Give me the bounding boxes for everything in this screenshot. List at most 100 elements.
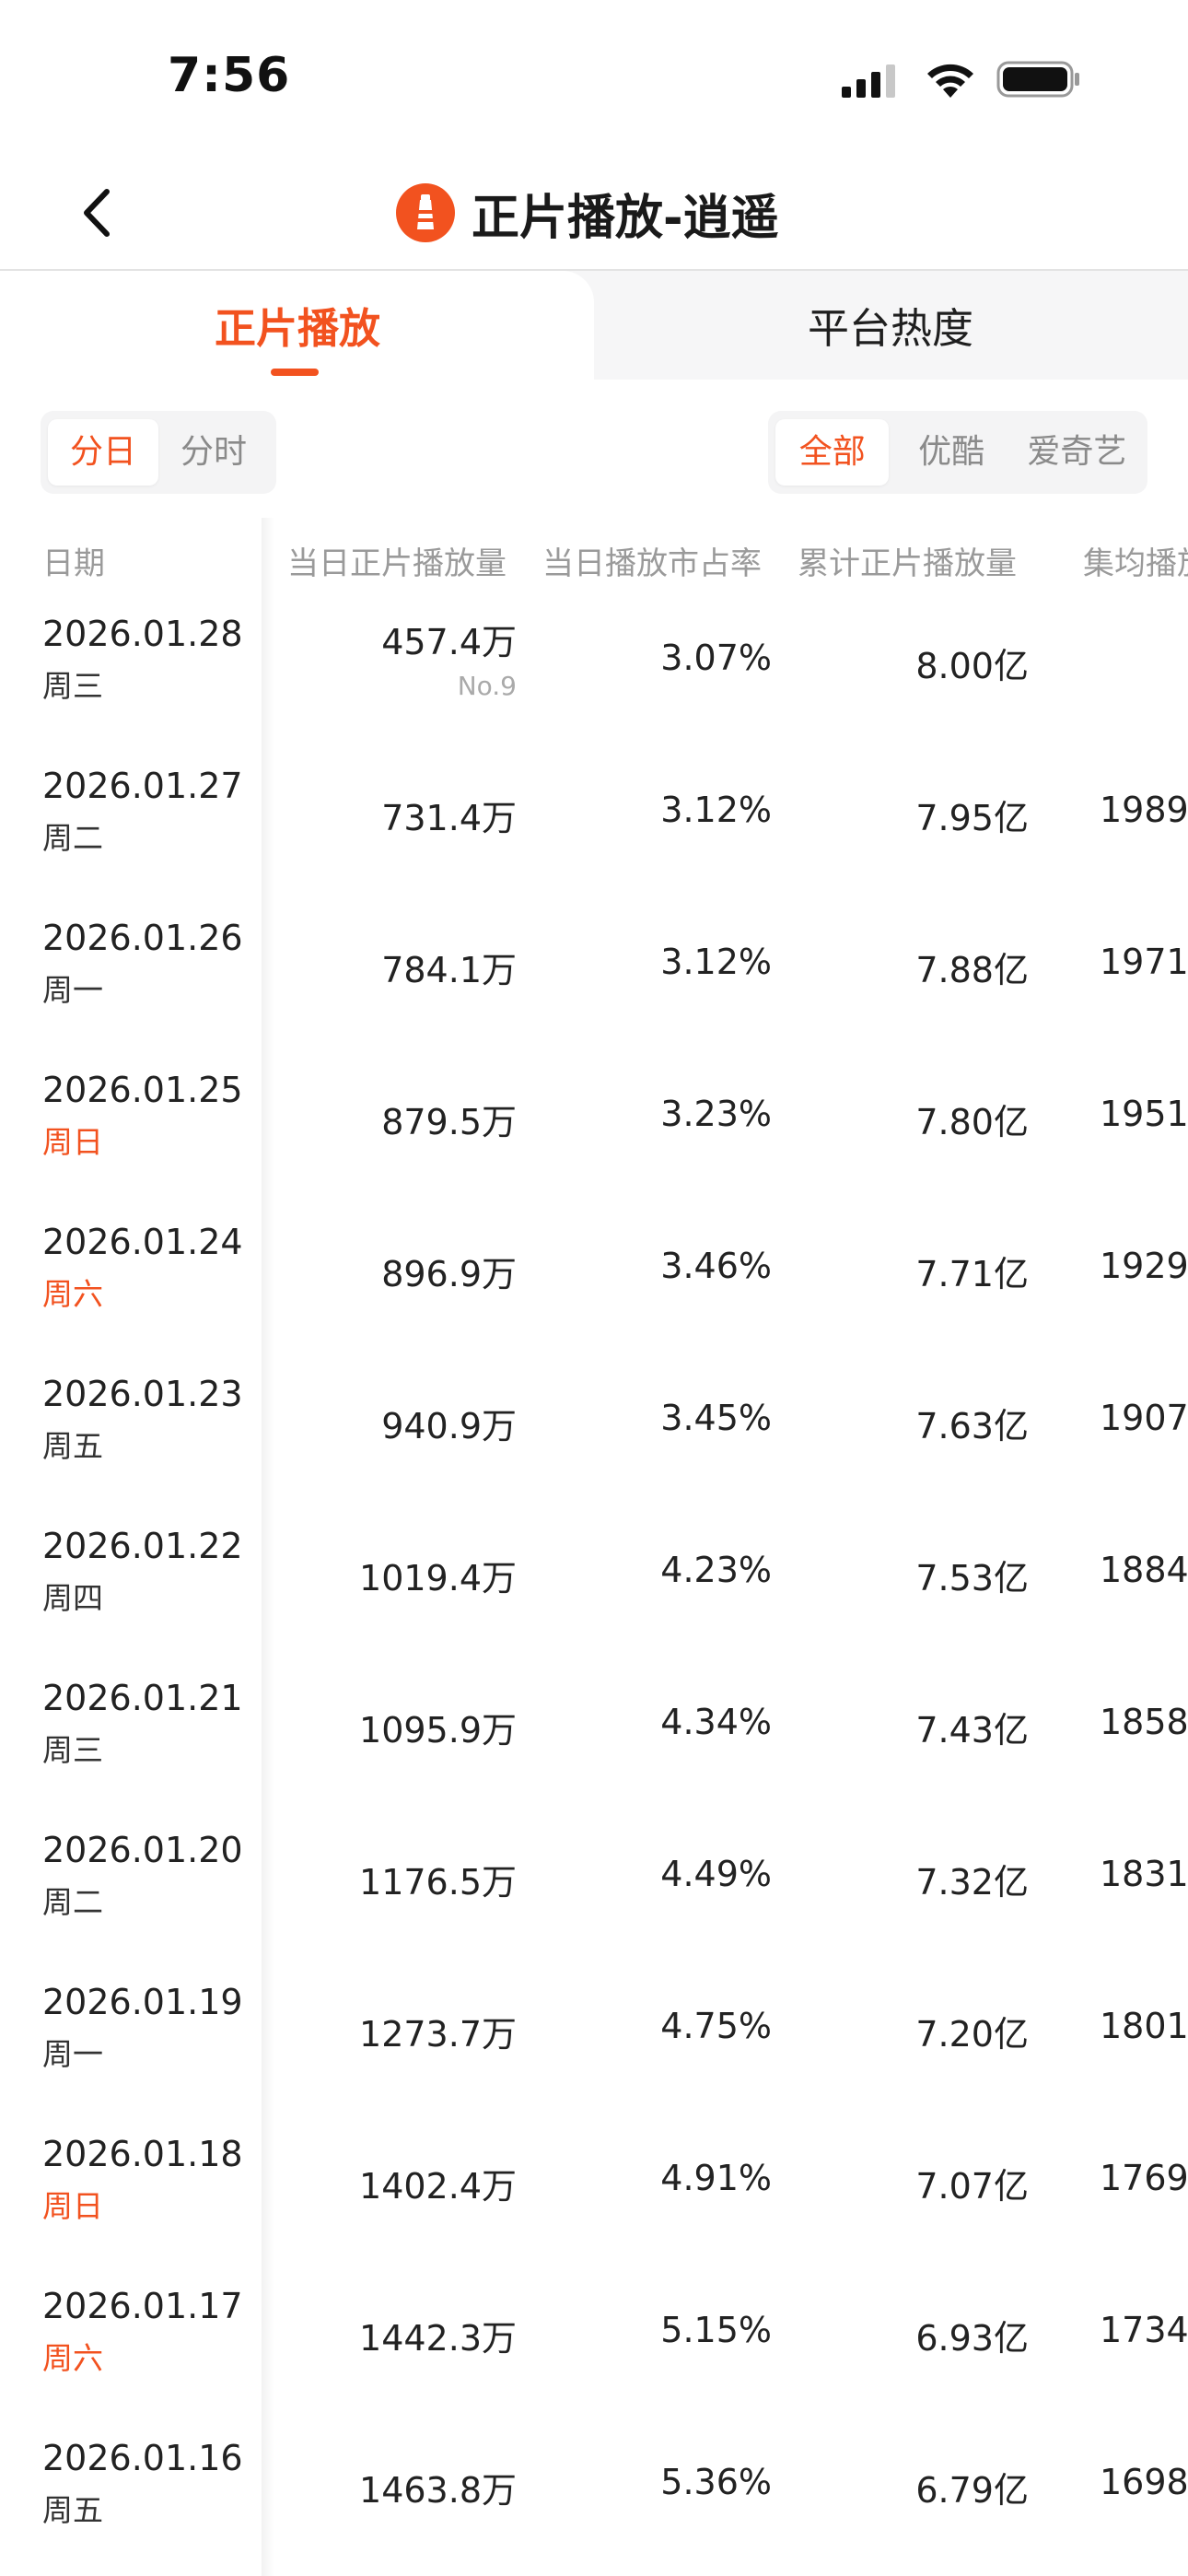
row-total-plays: 6.79亿 <box>915 2470 1029 2511</box>
filter-platform-all[interactable]: 全部 <box>775 419 890 486</box>
column-header-episode-average[interactable]: 集均播放 <box>1083 545 1188 582</box>
filter-by-hour[interactable]: 分时 <box>180 433 247 471</box>
row-market-share: 5.36% <box>660 2462 772 2502</box>
row-total-plays: 7.20亿 <box>915 2014 1029 2055</box>
row-date: 2026.01.25 <box>42 1070 243 1110</box>
row-total-plays: 6.93亿 <box>915 2318 1029 2359</box>
row-daily-plays: 1176.5万 <box>359 1862 517 1903</box>
table-row[interactable]: 2026.01.22 周四 1019.4万 4.23% 7.53亿 1884. <box>0 1516 1188 1669</box>
row-total-plays: 7.32亿 <box>915 1862 1029 1903</box>
row-total-plays: 7.53亿 <box>915 1558 1029 1598</box>
table-row[interactable]: 2026.01.18 周日 1402.4万 4.91% 7.07亿 1769. <box>0 2125 1188 2277</box>
chevron-left-icon[interactable] <box>74 182 125 243</box>
row-daily-plays: 731.4万 <box>381 798 517 838</box>
table-row[interactable]: 2026.01.24 周六 896.9万 3.46% 7.71亿 1929. <box>0 1212 1188 1364</box>
row-total-plays: 7.71亿 <box>915 1254 1029 1294</box>
fixed-column-shadow <box>262 518 274 2576</box>
filter-platform-iqiyi[interactable]: 爱奇艺 <box>1027 433 1127 471</box>
row-weekday: 周二 <box>42 1884 103 1920</box>
platform-filter-toggle: 全部 优酷 爱奇艺 <box>768 411 1147 494</box>
row-weekday: 周一 <box>42 972 103 1008</box>
row-episode-average: 1734. <box>1100 2310 1188 2350</box>
row-weekday: 周五 <box>42 1428 103 1464</box>
column-header-total-plays[interactable]: 累计正片播放量 <box>798 545 1017 582</box>
table-row[interactable]: 2026.01.23 周五 940.9万 3.45% 7.63亿 1907. <box>0 1364 1188 1516</box>
row-date: 2026.01.21 <box>42 1678 243 1718</box>
column-header-date: 日期 <box>42 545 105 582</box>
row-daily-plays: 1442.3万 <box>359 2318 517 2359</box>
row-total-plays: 8.00亿 <box>915 646 1029 686</box>
row-date: 2026.01.27 <box>42 766 243 806</box>
row-date: 2026.01.17 <box>42 2286 243 2326</box>
row-market-share: 4.23% <box>660 1550 772 1590</box>
row-episode-average: 1971. <box>1100 942 1188 982</box>
row-daily-plays: 1019.4万 <box>359 1558 517 1598</box>
row-daily-plays: 784.1万 <box>381 950 517 990</box>
status-bar: 7:56 <box>0 0 1188 157</box>
row-weekday: 周一 <box>42 2036 103 2072</box>
row-rank-badge: No.9 <box>457 671 517 701</box>
row-market-share: 3.23% <box>660 1094 772 1134</box>
row-date: 2026.01.24 <box>42 1222 243 1262</box>
row-daily-plays: 1402.4万 <box>359 2166 517 2207</box>
row-episode-average: 1989. <box>1100 790 1188 830</box>
wifi-icon <box>927 64 973 98</box>
lighthouse-logo-icon <box>396 183 455 242</box>
row-total-plays: 7.43亿 <box>915 1710 1029 1751</box>
row-daily-plays: 1095.9万 <box>359 1710 517 1751</box>
row-total-plays: 7.95亿 <box>915 798 1029 838</box>
column-header-daily-plays[interactable]: 当日正片播放量 <box>287 545 507 582</box>
row-weekday: 周六 <box>42 1276 103 1312</box>
row-weekday: 周二 <box>42 820 103 856</box>
time-granularity-toggle: 分日 分时 <box>41 411 276 494</box>
table-row[interactable]: 2026.01.20 周二 1176.5万 4.49% 7.32亿 1831. <box>0 1821 1188 1973</box>
tab-platform-heat[interactable]: 平台热度 <box>808 304 974 353</box>
row-total-plays: 7.63亿 <box>915 1406 1029 1446</box>
tab-main-play[interactable]: 正片播放 <box>215 304 381 353</box>
row-market-share: 4.91% <box>660 2158 772 2198</box>
row-market-share: 4.34% <box>660 1702 772 1742</box>
row-episode-average: 1858. <box>1100 1702 1188 1742</box>
table-row[interactable]: 2026.01.21 周三 1095.9万 4.34% 7.43亿 1858. <box>0 1669 1188 1821</box>
table-row[interactable]: 2026.01.19 周一 1273.7万 4.75% 7.20亿 1801. <box>0 1973 1188 2125</box>
row-total-plays: 7.07亿 <box>915 2166 1029 2207</box>
column-header-market-share[interactable]: 当日播放市占率 <box>542 545 762 582</box>
row-weekday: 周日 <box>42 2188 103 2224</box>
table-row[interactable]: 2026.01.17 周六 1442.3万 5.15% 6.93亿 1734. <box>0 2277 1188 2429</box>
row-market-share: 3.12% <box>660 942 772 982</box>
row-date: 2026.01.20 <box>42 1830 243 1870</box>
tab-bar: 正片播放 平台热度 <box>0 271 1188 380</box>
table-row[interactable]: 2026.01.26 周一 784.1万 3.12% 7.88亿 1971. <box>0 908 1188 1060</box>
row-total-plays: 7.80亿 <box>915 1102 1029 1142</box>
page-title: 正片播放-逍遥 <box>472 190 779 246</box>
row-daily-plays: 896.9万 <box>381 1254 517 1294</box>
table-row[interactable]: 2026.01.28 周三 457.4万 3.07% 8.00亿 No.9 <box>0 604 1188 756</box>
row-market-share: 5.15% <box>660 2310 772 2350</box>
row-episode-average: 1769. <box>1100 2158 1188 2198</box>
row-episode-average: 1698. <box>1100 2462 1188 2502</box>
table-row[interactable]: 2026.01.16 周五 1463.8万 5.36% 6.79亿 1698. <box>0 2429 1188 2576</box>
row-date: 2026.01.19 <box>42 1982 243 2022</box>
daily-play-table[interactable]: 日期 当日正片播放量 当日播放市占率 累计正片播放量 集均播放 2026.01.… <box>0 518 1188 2576</box>
tab-active-indicator <box>271 369 319 376</box>
filter-platform-youku[interactable]: 优酷 <box>918 433 985 471</box>
status-time: 7:56 <box>168 48 291 103</box>
row-weekday: 周四 <box>42 1580 103 1616</box>
row-weekday: 周五 <box>42 2492 103 2528</box>
row-total-plays: 7.88亿 <box>915 950 1029 990</box>
row-daily-plays: 1273.7万 <box>359 2014 517 2055</box>
row-date: 2026.01.18 <box>42 2134 243 2174</box>
row-episode-average: 1951. <box>1100 1094 1188 1134</box>
row-episode-average: 1884. <box>1100 1550 1188 1590</box>
table-row[interactable]: 2026.01.27 周二 731.4万 3.12% 7.95亿 1989. <box>0 756 1188 908</box>
row-market-share: 4.75% <box>660 2006 772 2046</box>
row-episode-average: 1801. <box>1100 2006 1188 2046</box>
row-episode-average: 1929. <box>1100 1246 1188 1286</box>
row-market-share: 3.46% <box>660 1246 772 1286</box>
row-date: 2026.01.23 <box>42 1374 243 1414</box>
row-market-share: 3.12% <box>660 790 772 830</box>
row-daily-plays: 940.9万 <box>381 1406 517 1446</box>
filter-by-day[interactable]: 分日 <box>48 419 158 486</box>
table-row[interactable]: 2026.01.25 周日 879.5万 3.23% 7.80亿 1951. <box>0 1060 1188 1212</box>
nav-title-group: 正片播放-逍遥 <box>396 177 779 249</box>
